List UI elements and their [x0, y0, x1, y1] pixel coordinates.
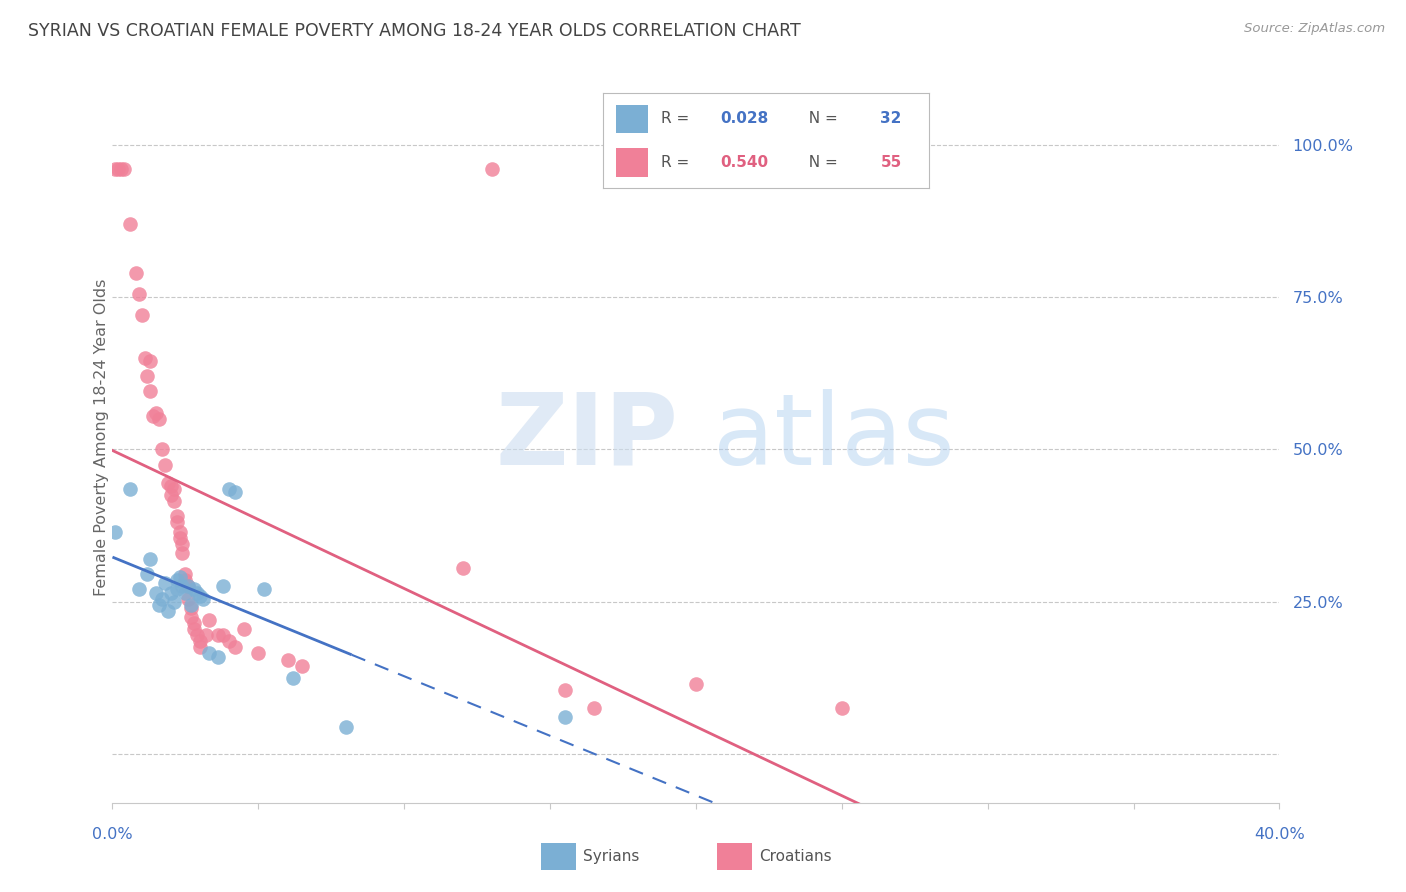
Point	[136, 369, 159, 384]
Point	[148, 412, 170, 426]
Point	[172, 579, 194, 593]
Point	[150, 591, 173, 606]
Point	[131, 308, 153, 322]
Point	[139, 552, 162, 566]
Text: SYRIAN VS CROATIAN FEMALE POVERTY AMONG 18-24 YEAR OLDS CORRELATION CHART: SYRIAN VS CROATIAN FEMALE POVERTY AMONG …	[28, 22, 801, 40]
Point	[125, 266, 148, 280]
Point	[218, 482, 240, 496]
Point	[107, 161, 129, 176]
Point	[188, 589, 211, 603]
Point	[253, 582, 276, 597]
Point	[166, 582, 188, 597]
Point	[166, 574, 188, 588]
Point	[166, 509, 188, 524]
Point	[191, 591, 214, 606]
Point	[153, 576, 176, 591]
Point	[188, 634, 211, 648]
Point	[283, 671, 305, 685]
Point	[335, 720, 357, 734]
Point	[276, 652, 298, 666]
Point	[156, 604, 179, 618]
Point	[174, 567, 197, 582]
Point	[247, 647, 270, 661]
Point	[142, 409, 165, 423]
Point	[177, 579, 200, 593]
Point	[212, 579, 235, 593]
Point	[160, 479, 183, 493]
Point	[110, 161, 132, 176]
Point	[112, 161, 135, 176]
Point	[177, 579, 200, 593]
Point	[218, 634, 240, 648]
Point	[180, 610, 202, 624]
Point	[197, 647, 219, 661]
Point	[160, 585, 183, 599]
Point	[166, 516, 188, 530]
Point	[188, 640, 211, 655]
Point	[169, 524, 191, 539]
Point	[232, 622, 254, 636]
Point	[118, 482, 141, 496]
Point	[212, 628, 235, 642]
Point	[153, 458, 176, 472]
Point	[186, 628, 208, 642]
Point	[183, 622, 205, 636]
Point	[163, 494, 186, 508]
Point	[180, 598, 202, 612]
Text: ZIP: ZIP	[495, 389, 679, 485]
Point	[118, 217, 141, 231]
Point	[180, 600, 202, 615]
Point	[163, 594, 186, 608]
Point	[172, 537, 194, 551]
Text: 0.0%: 0.0%	[93, 827, 132, 842]
Point	[554, 710, 576, 724]
Point	[224, 640, 246, 655]
Point	[160, 488, 183, 502]
Point	[177, 591, 200, 606]
Point	[197, 613, 219, 627]
Text: atlas: atlas	[713, 389, 955, 485]
Point	[207, 649, 229, 664]
Point	[207, 628, 229, 642]
Point	[136, 567, 159, 582]
Point	[169, 570, 191, 584]
Point	[156, 475, 179, 490]
Point	[481, 161, 503, 176]
Text: Syrians: Syrians	[583, 849, 640, 863]
Point	[139, 384, 162, 399]
Point	[148, 598, 170, 612]
Y-axis label: Female Poverty Among 18-24 Year Olds: Female Poverty Among 18-24 Year Olds	[94, 278, 108, 596]
Point	[554, 683, 576, 698]
Point	[451, 561, 474, 575]
Point	[685, 677, 707, 691]
Point	[831, 701, 853, 715]
Point	[291, 658, 314, 673]
Point	[128, 582, 150, 597]
Point	[186, 585, 208, 599]
Point	[139, 354, 162, 368]
Point	[582, 701, 605, 715]
Point	[104, 161, 127, 176]
Text: Source: ZipAtlas.com: Source: ZipAtlas.com	[1244, 22, 1385, 36]
Text: 40.0%: 40.0%	[1254, 827, 1305, 842]
Point	[163, 482, 186, 496]
Point	[194, 628, 217, 642]
Point	[150, 442, 173, 457]
Point	[104, 524, 127, 539]
Point	[183, 615, 205, 630]
Point	[169, 531, 191, 545]
Point	[183, 582, 205, 597]
Point	[172, 546, 194, 560]
Point	[128, 286, 150, 301]
Point	[174, 585, 197, 599]
Point	[174, 574, 197, 588]
Point	[224, 485, 246, 500]
Point	[134, 351, 156, 365]
Text: Croatians: Croatians	[759, 849, 832, 863]
Point	[145, 585, 167, 599]
Point	[145, 406, 167, 420]
